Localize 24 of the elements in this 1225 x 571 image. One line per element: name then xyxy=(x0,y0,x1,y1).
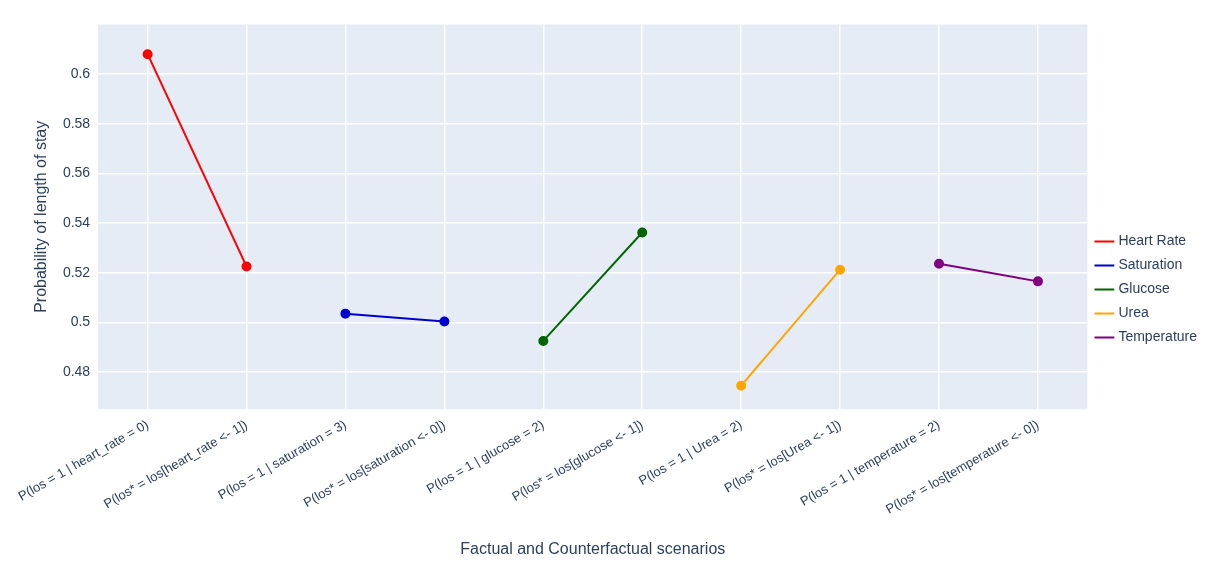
y-axis-title: Probability of length of stay xyxy=(31,120,49,313)
point xyxy=(241,261,252,272)
point xyxy=(142,49,153,60)
point xyxy=(934,258,945,269)
y-tick-label: 0.56 xyxy=(62,164,91,181)
y-tick-label: 0.48 xyxy=(62,362,91,379)
x-axis-title: Factual and Counterfactual scenarios xyxy=(460,539,726,557)
legend-label: Glucose xyxy=(1118,280,1170,297)
point xyxy=(538,335,549,346)
legend-label: Heart Rate xyxy=(1118,232,1187,249)
legend-label: Temperature xyxy=(1118,328,1198,345)
y-tick-label: 0.54 xyxy=(62,213,91,230)
legend-label: Urea xyxy=(1118,304,1149,321)
legend-label: Saturation xyxy=(1118,256,1183,273)
point xyxy=(340,308,351,319)
point xyxy=(1032,276,1043,287)
y-tick-label: 0.58 xyxy=(62,114,91,131)
point xyxy=(637,227,648,238)
y-tick-label: 0.5 xyxy=(70,313,91,330)
y-tick-label: 0.52 xyxy=(62,263,91,280)
point xyxy=(835,264,846,275)
point xyxy=(439,316,450,327)
point xyxy=(736,380,747,391)
y-tick-label: 0.6 xyxy=(70,64,91,81)
